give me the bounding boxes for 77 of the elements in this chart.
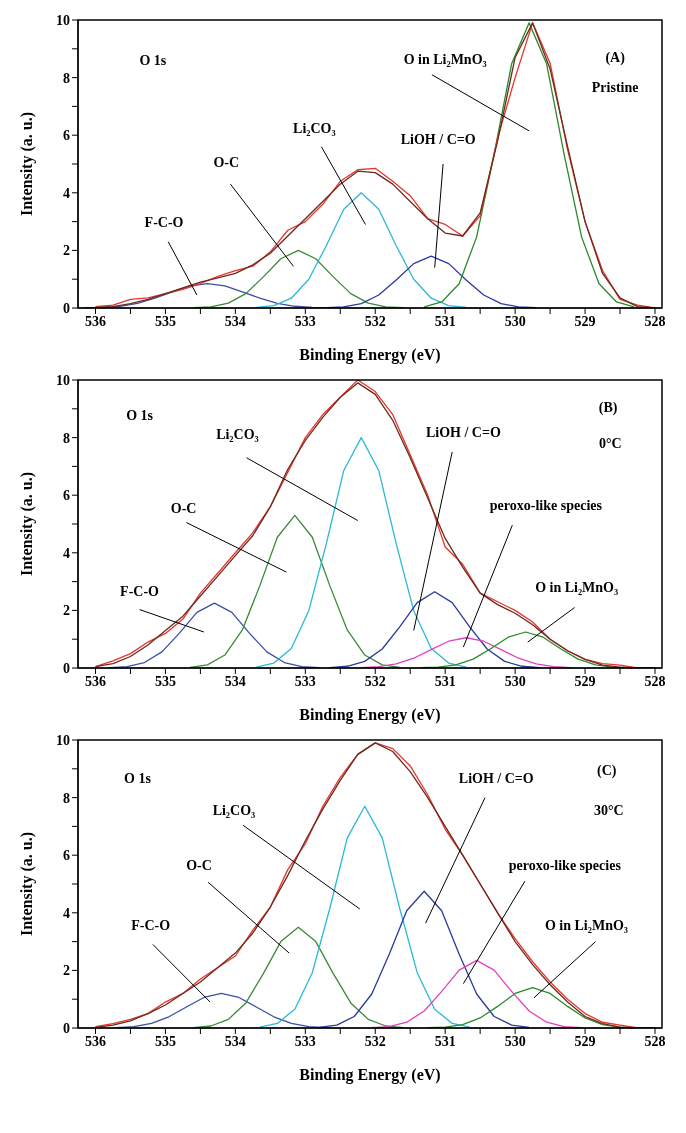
y-tick-label: 10 xyxy=(56,12,70,28)
annotation: Li₂CO₃ xyxy=(293,120,336,136)
annotation: LiOH / C=O xyxy=(425,425,501,441)
y-axis-title: Intensity (a. u.) xyxy=(17,831,36,937)
y-tick-label: 6 xyxy=(63,848,70,864)
annotation: (B) xyxy=(598,400,618,417)
x-tick-label: 530 xyxy=(504,313,526,329)
x-tick-label: 531 xyxy=(434,1033,456,1049)
x-tick-label: 533 xyxy=(294,1033,316,1049)
y-tick-label: 0 xyxy=(63,300,70,316)
annotation: 30°C xyxy=(593,802,624,818)
x-tick-label: 532 xyxy=(364,313,386,329)
x-axis-title: Binding Energy (eV) xyxy=(299,346,441,364)
annotation: O in Li₂MnO₃ xyxy=(535,579,619,595)
annotation: Pristine xyxy=(591,80,639,96)
x-tick-label: 536 xyxy=(84,1033,106,1049)
x-tick-label: 533 xyxy=(294,313,316,329)
x-tick-label: 535 xyxy=(154,1033,176,1049)
y-tick-label: 4 xyxy=(63,545,70,561)
annotation: Li₂CO₃ xyxy=(216,427,259,443)
x-tick-label: 529 xyxy=(574,313,596,329)
annotation: O 1s xyxy=(139,52,167,68)
x-tick-label: 528 xyxy=(644,1033,666,1049)
annotation: O-C xyxy=(170,500,197,516)
y-tick-label: 8 xyxy=(63,70,70,86)
y-tick-label: 10 xyxy=(56,732,70,748)
annotation: O-C xyxy=(213,155,240,171)
x-tick-label: 536 xyxy=(84,673,106,689)
annotation: F-C-O xyxy=(144,214,184,230)
x-tick-label: 529 xyxy=(574,673,596,689)
x-axis-title: Binding Energy (eV) xyxy=(299,706,441,724)
annotation: LiOH / C=O xyxy=(400,132,476,148)
y-tick-label: 0 xyxy=(63,660,70,676)
x-tick-label: 533 xyxy=(294,673,316,689)
annotation: O in Li₂MnO₃ xyxy=(403,51,487,67)
x-tick-label: 532 xyxy=(364,673,386,689)
y-tick-label: 2 xyxy=(63,243,70,259)
x-tick-label: 528 xyxy=(644,673,666,689)
y-tick-label: 2 xyxy=(63,963,70,979)
y-tick-label: 8 xyxy=(63,790,70,806)
annotation: F-C-O xyxy=(131,917,171,933)
annotation: O 1s xyxy=(126,407,154,423)
x-tick-label: 528 xyxy=(644,313,666,329)
annotation: (C) xyxy=(597,762,617,779)
y-tick-label: 0 xyxy=(63,1020,70,1036)
annotation: O in Li₂MnO₃ xyxy=(544,918,628,934)
y-tick-label: 6 xyxy=(63,128,70,144)
y-tick-label: 2 xyxy=(63,603,70,619)
annotation: O-C xyxy=(186,857,212,873)
annotation: F-C-O xyxy=(120,584,160,600)
y-axis-title: Intensity (a. u.) xyxy=(17,471,36,577)
x-axis-title: Binding Energy (eV) xyxy=(299,1066,441,1084)
y-tick-label: 6 xyxy=(63,488,70,504)
annotation: LiOH / C=O xyxy=(458,770,534,786)
x-tick-label: 531 xyxy=(434,313,456,329)
x-tick-label: 534 xyxy=(224,1033,246,1049)
x-tick-label: 535 xyxy=(154,313,176,329)
y-axis-title: Intensity (a. u.) xyxy=(17,111,36,217)
x-tick-label: 534 xyxy=(224,673,246,689)
y-tick-label: 8 xyxy=(63,430,70,446)
annotation: 0°C xyxy=(598,435,622,451)
annotation: (A) xyxy=(605,50,626,67)
y-tick-label: 10 xyxy=(56,372,70,388)
annotation: Li₂CO₃ xyxy=(212,803,256,819)
x-tick-label: 536 xyxy=(84,313,106,329)
annotation: peroxo-like species xyxy=(508,857,622,873)
x-tick-label: 531 xyxy=(434,673,456,689)
x-tick-label: 535 xyxy=(154,673,176,689)
x-tick-label: 529 xyxy=(574,1033,596,1049)
x-tick-label: 530 xyxy=(504,673,526,689)
annotation: O 1s xyxy=(124,770,152,786)
y-tick-label: 4 xyxy=(63,905,70,921)
x-tick-label: 532 xyxy=(364,1033,386,1049)
y-tick-label: 4 xyxy=(63,185,70,201)
annotation: peroxo-like species xyxy=(489,497,603,513)
x-tick-label: 530 xyxy=(504,1033,526,1049)
x-tick-label: 534 xyxy=(224,313,246,329)
